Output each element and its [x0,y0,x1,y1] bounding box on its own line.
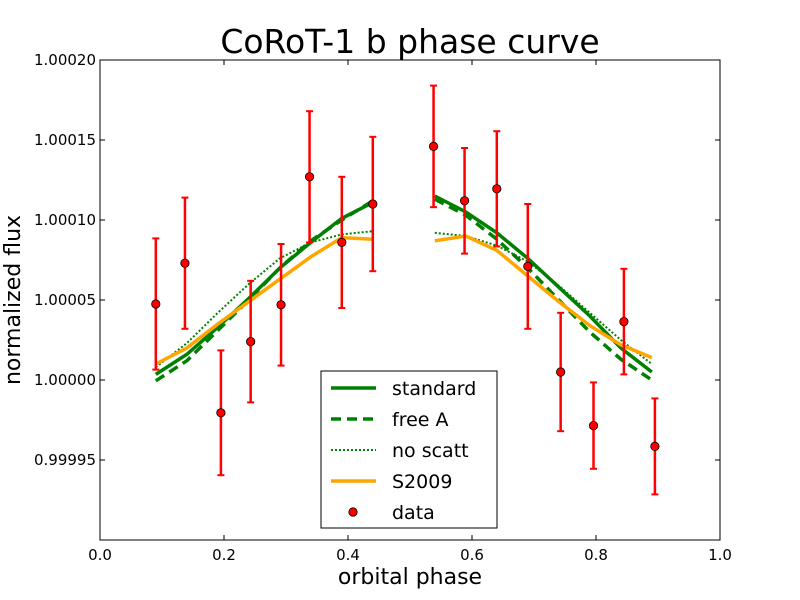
data-point [428,141,439,151]
x-tick-label: 1.0 [708,546,732,564]
data-point [588,420,599,431]
series-free-a-line-1 [433,197,653,382]
plot-area [151,84,660,496]
data-point [556,367,566,377]
legend-label-data: data [392,502,435,524]
y-tick-label: 1.00000 [34,371,96,389]
data-point [337,237,347,247]
y-tick-label: 1.00010 [34,211,96,229]
x-tick-label: 0.6 [460,546,484,564]
legend: standard free A no scatt S2009 data [320,370,498,529]
plot-frame [99,59,721,541]
data-point [619,316,629,327]
x-tick-label: 0.0 [88,546,112,564]
data-point [368,199,378,209]
legend-label-standard: standard [392,378,476,400]
x-tick-label: 0.2 [212,546,236,564]
series-no-scatt-line-0 [155,230,373,368]
data-point [276,300,286,310]
data-point [459,196,470,206]
data-point [492,184,502,194]
y-tick-label: 1.00005 [34,291,96,309]
y-tick-label: 1.00015 [34,131,96,149]
data-point [304,172,315,182]
legend-box [320,370,498,529]
data-point [246,336,256,347]
legend-swatch-data [348,507,358,517]
series-free-a-line-0 [154,199,374,383]
x-axis-label: orbital phase [338,565,482,590]
x-tick-label: 0.4 [336,546,360,564]
chart-title: CoRoT-1 b phase curve [220,22,599,61]
x-axis-ticks: 0.0 0.2 0.4 0.6 0.8 1.0 [88,60,732,564]
series-s2009-line-0 [154,235,373,366]
y-tick-label: 0.99995 [34,451,96,469]
data-point [151,299,161,309]
y-axis-ticks: 0.99995 1.00000 1.00005 1.00010 1.00015 1.000… [34,51,720,469]
legend-label-no-scatt: no scatt [392,440,469,462]
y-axis-label: normalized flux [1,215,26,385]
data-point [523,261,533,271]
legend-label-s2009: S2009 [392,471,452,493]
data-point [216,408,226,418]
y-tick-label: 1.00020 [34,51,96,69]
data-point [180,258,190,268]
legend-label-free-a: free A [392,409,449,431]
data-point [650,441,660,451]
series-s2009-line-1 [434,234,653,360]
x-tick-label: 0.8 [584,546,608,564]
